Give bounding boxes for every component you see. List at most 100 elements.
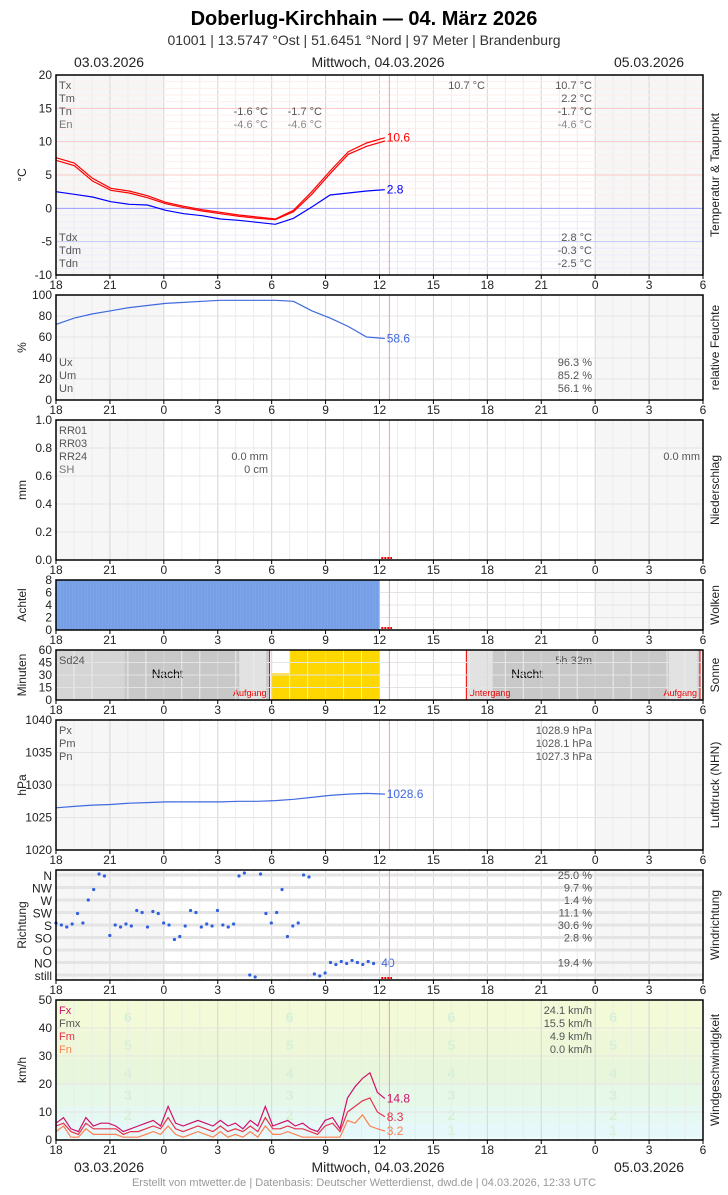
y-tick-label: 1025: [25, 811, 52, 825]
x-tick-label: 6: [700, 403, 707, 417]
wind-direction-point: [172, 937, 177, 942]
wind-direction-point: [280, 887, 284, 892]
wind-direction-point: [291, 924, 295, 928]
x-tick-label: 6: [700, 1143, 707, 1157]
x-tick-label: 21: [535, 853, 549, 867]
wind-direction-point: [145, 925, 150, 929]
wind-direction-point: [81, 921, 85, 925]
x-tick-label: 3: [214, 403, 221, 417]
x-tick-label: 0: [160, 563, 167, 577]
y-tick-label: 0.4: [35, 497, 52, 511]
panel-title: relative Feuchte: [708, 304, 722, 390]
x-tick-label: 3: [214, 563, 221, 577]
legend-value: 85.2 %: [558, 370, 592, 382]
series-temp: [55, 137, 386, 220]
sunshine-bar: [271, 673, 290, 700]
footer-credits: Erstellt von mtwetter.de | Datenbasis: D…: [132, 1177, 596, 1189]
legend-label: Px: [59, 725, 72, 737]
x-tick-label: 18: [481, 703, 495, 717]
x-tick-label: 21: [535, 703, 549, 717]
x-tick-label: 3: [646, 278, 653, 292]
x-tick-label: 18: [481, 1143, 495, 1157]
legend-label: En: [59, 119, 72, 131]
wind-direction-point: [237, 874, 241, 878]
panel-title: Temperatur & Taupunkt: [708, 112, 722, 237]
legend-value: -2.5 °C: [558, 258, 592, 270]
wind-direction-point: [371, 961, 376, 966]
x-tick-label: 21: [103, 403, 117, 417]
date-center: Mittwoch, 04.03.2026: [311, 54, 444, 70]
y-tick-label: 0.2: [35, 525, 52, 539]
x-tick-label: 15: [427, 1143, 441, 1157]
direction-percent: 2.8 %: [564, 933, 592, 945]
x-tick-label: 21: [535, 563, 549, 577]
x-tick-label: 18: [481, 403, 495, 417]
wind-direction-point: [345, 961, 349, 966]
x-tick-label: 9: [322, 403, 329, 417]
legend-label: Tx: [59, 80, 72, 92]
x-tick-label: 3: [214, 278, 221, 292]
wind-direction-point: [188, 908, 193, 913]
wind-direction-point: [334, 962, 338, 967]
y-category-label: W: [41, 894, 53, 908]
x-tick-label: 3: [646, 1143, 653, 1157]
x-tick-label: 18: [49, 703, 63, 717]
wind-direction-point: [75, 911, 80, 916]
x-tick-label: 3: [214, 853, 221, 867]
y-tick-label: 40: [39, 1021, 53, 1035]
x-tick-label: 18: [49, 403, 63, 417]
sunrise-label: Aufgang: [663, 688, 697, 698]
legend-value: 0.0 mm: [663, 451, 700, 463]
legend-label: RR24: [59, 451, 87, 463]
legend-label: Un: [59, 383, 73, 395]
x-tick-label: 15: [427, 703, 441, 717]
y-tick-label: 0: [45, 1133, 52, 1147]
wind-direction-point: [339, 959, 343, 964]
x-tick-label: 21: [103, 1143, 117, 1157]
legend-value: -4.6 °C: [288, 119, 322, 131]
direction-percent: 30.6 %: [558, 920, 592, 932]
series-dew: [55, 189, 385, 225]
legend-value: -1.6 °C: [234, 106, 268, 118]
x-tick-label: 0: [592, 633, 599, 647]
x-tick-label: 3: [646, 563, 653, 577]
wind-direction-point: [312, 972, 316, 976]
x-tick-label: 0: [592, 703, 599, 717]
x-tick-label: 12: [373, 983, 387, 997]
x-tick-label: 18: [49, 278, 63, 292]
legend-label: Um: [59, 370, 76, 382]
y-tick-label: 2: [45, 611, 52, 625]
y-tick-label: 6: [45, 586, 52, 600]
x-tick-label: 0: [160, 983, 167, 997]
x-tick-label: 3: [214, 983, 221, 997]
sunshine-total: 5h 32m: [555, 655, 592, 667]
page-title: Doberlug-Kirchhain — 04. März 2026: [191, 8, 538, 30]
wind-direction-point: [328, 960, 333, 965]
x-tick-label: 15: [427, 983, 441, 997]
x-tick-label: 12: [373, 633, 387, 647]
wind-direction-point: [301, 873, 306, 877]
x-tick-label: 0: [160, 278, 167, 292]
y-axis-label: km/h: [15, 1057, 29, 1083]
wind-direction-point: [226, 925, 230, 929]
wind-direction-point: [258, 872, 263, 876]
legend-value: 0.0 km/h: [550, 1044, 592, 1056]
y-tick-label: -5: [41, 235, 52, 249]
y-tick-label: 0.0: [35, 553, 52, 567]
date-right-bottom: 05.03.2026: [614, 1159, 684, 1175]
wind-direction-point: [355, 960, 360, 965]
panel-title: Windrichtung: [708, 890, 722, 960]
x-tick-label: 3: [646, 403, 653, 417]
y-tick-label: 40: [39, 351, 53, 365]
legend-value: 15.5 km/h: [544, 1018, 592, 1030]
x-tick-label: 6: [700, 633, 707, 647]
wind-direction-point: [296, 921, 300, 925]
y-tick-label: 0.8: [35, 441, 52, 455]
x-tick-label: 12: [373, 563, 387, 577]
x-tick-label: 9: [322, 983, 329, 997]
series-temp2: [55, 140, 386, 221]
panel-title: Niederschlag: [708, 455, 722, 525]
y-tick-label: 80: [39, 309, 53, 323]
x-tick-label: 21: [103, 278, 117, 292]
